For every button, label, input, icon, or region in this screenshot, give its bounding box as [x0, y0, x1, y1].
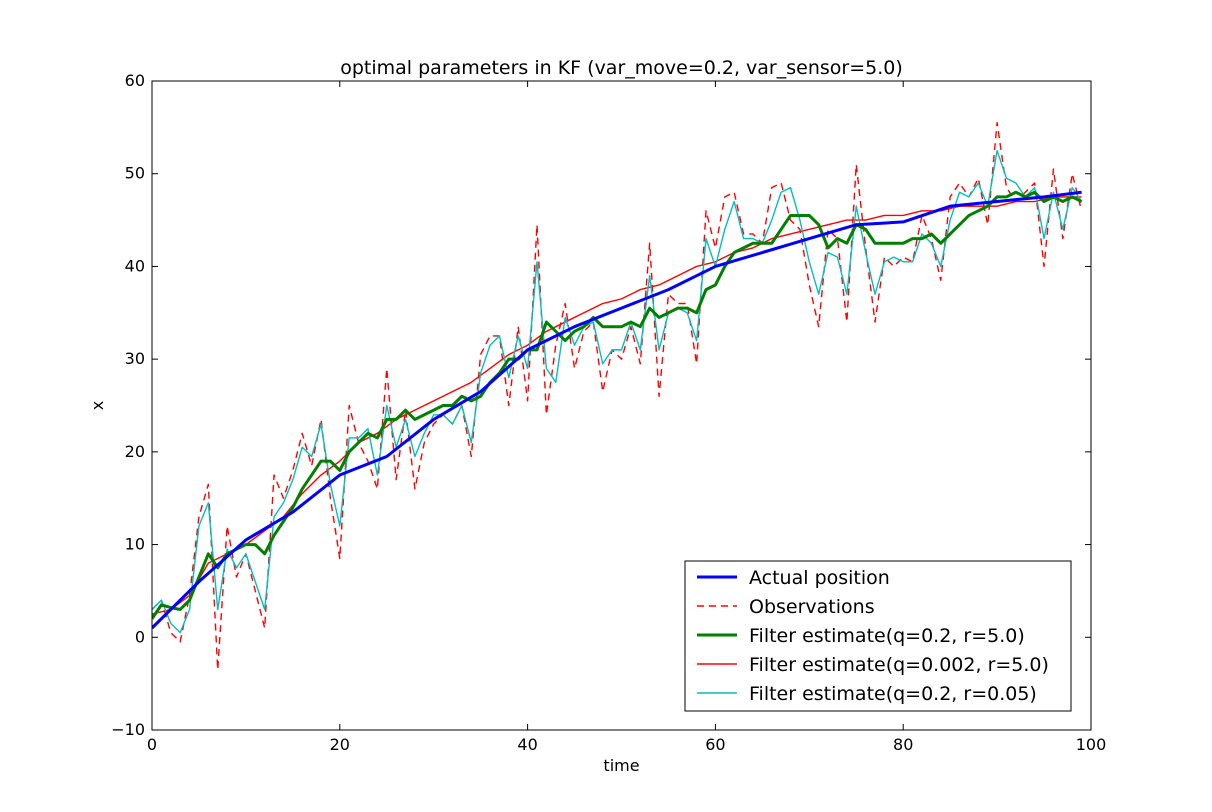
legend: Actual position Observations Filter estima… [684, 560, 1072, 712]
series-group [152, 122, 1083, 671]
x-tick-label: 100 [1076, 735, 1107, 754]
x-tick-label: 60 [705, 735, 725, 754]
y-tick-label: 40 [125, 256, 145, 275]
chart-title: optimal parameters in KF (var_move=0.2, … [340, 57, 903, 79]
y-axis-label: x [88, 401, 107, 410]
y-tick-label: −10 [111, 720, 145, 739]
legend-label: Observations [749, 596, 875, 618]
y-tick-label: 10 [125, 535, 145, 554]
series-line-filter-estimate-q-0-2-r-5-0 [152, 190, 1083, 620]
series-line-actual-position [152, 190, 1082, 630]
axes-frame [151, 80, 1092, 731]
x-axis-label: time [603, 756, 639, 775]
legend-label: Filter estimate(q=0.2, r=5.0) [749, 625, 1025, 647]
x-tick-label: 40 [517, 735, 537, 754]
legend-label: Filter estimate(q=0.002, r=5.0) [749, 654, 1049, 676]
y-tick-label: 50 [125, 164, 145, 183]
y-tick-label: 0 [135, 627, 145, 646]
x-tick-label: 80 [893, 735, 913, 754]
legend-label: Actual position [749, 567, 890, 589]
y-tick-label: 60 [125, 71, 145, 90]
y-tick-label: 20 [125, 442, 145, 461]
x-tick-label: 0 [147, 735, 157, 754]
legend-box [684, 560, 1072, 712]
series-line-observations [152, 122, 1083, 671]
y-tick-label: 30 [125, 349, 145, 368]
x-tick-label: 20 [330, 735, 350, 754]
series-line-filter-estimate-q-0-2-r-0-05 [152, 149, 1083, 634]
legend-label: Filter estimate(q=0.2, r=0.05) [749, 683, 1037, 705]
